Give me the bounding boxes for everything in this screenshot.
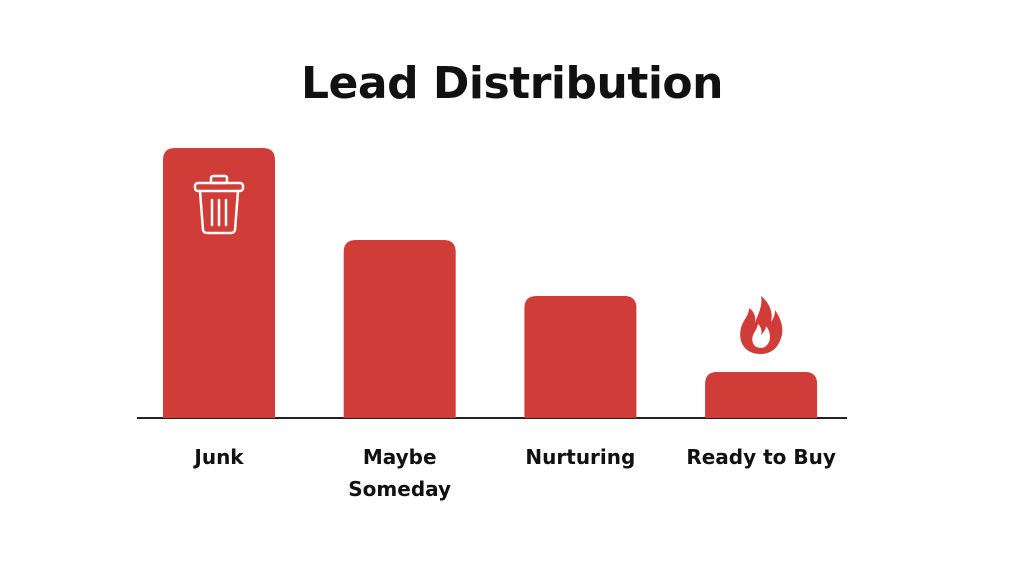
bar: [524, 296, 637, 418]
trash-icon: [193, 174, 245, 235]
bar: [705, 372, 818, 418]
chart-title: Lead Distribution: [301, 58, 723, 109]
bar: [343, 240, 456, 418]
category-label: Maybe Someday: [348, 445, 452, 501]
category-label: Ready to Buy: [686, 445, 836, 469]
bar: [163, 148, 275, 418]
bars: [163, 148, 818, 418]
category-label: Nurturing: [525, 445, 636, 469]
fire-icon: [740, 296, 783, 354]
category-label: Junk: [194, 445, 244, 469]
